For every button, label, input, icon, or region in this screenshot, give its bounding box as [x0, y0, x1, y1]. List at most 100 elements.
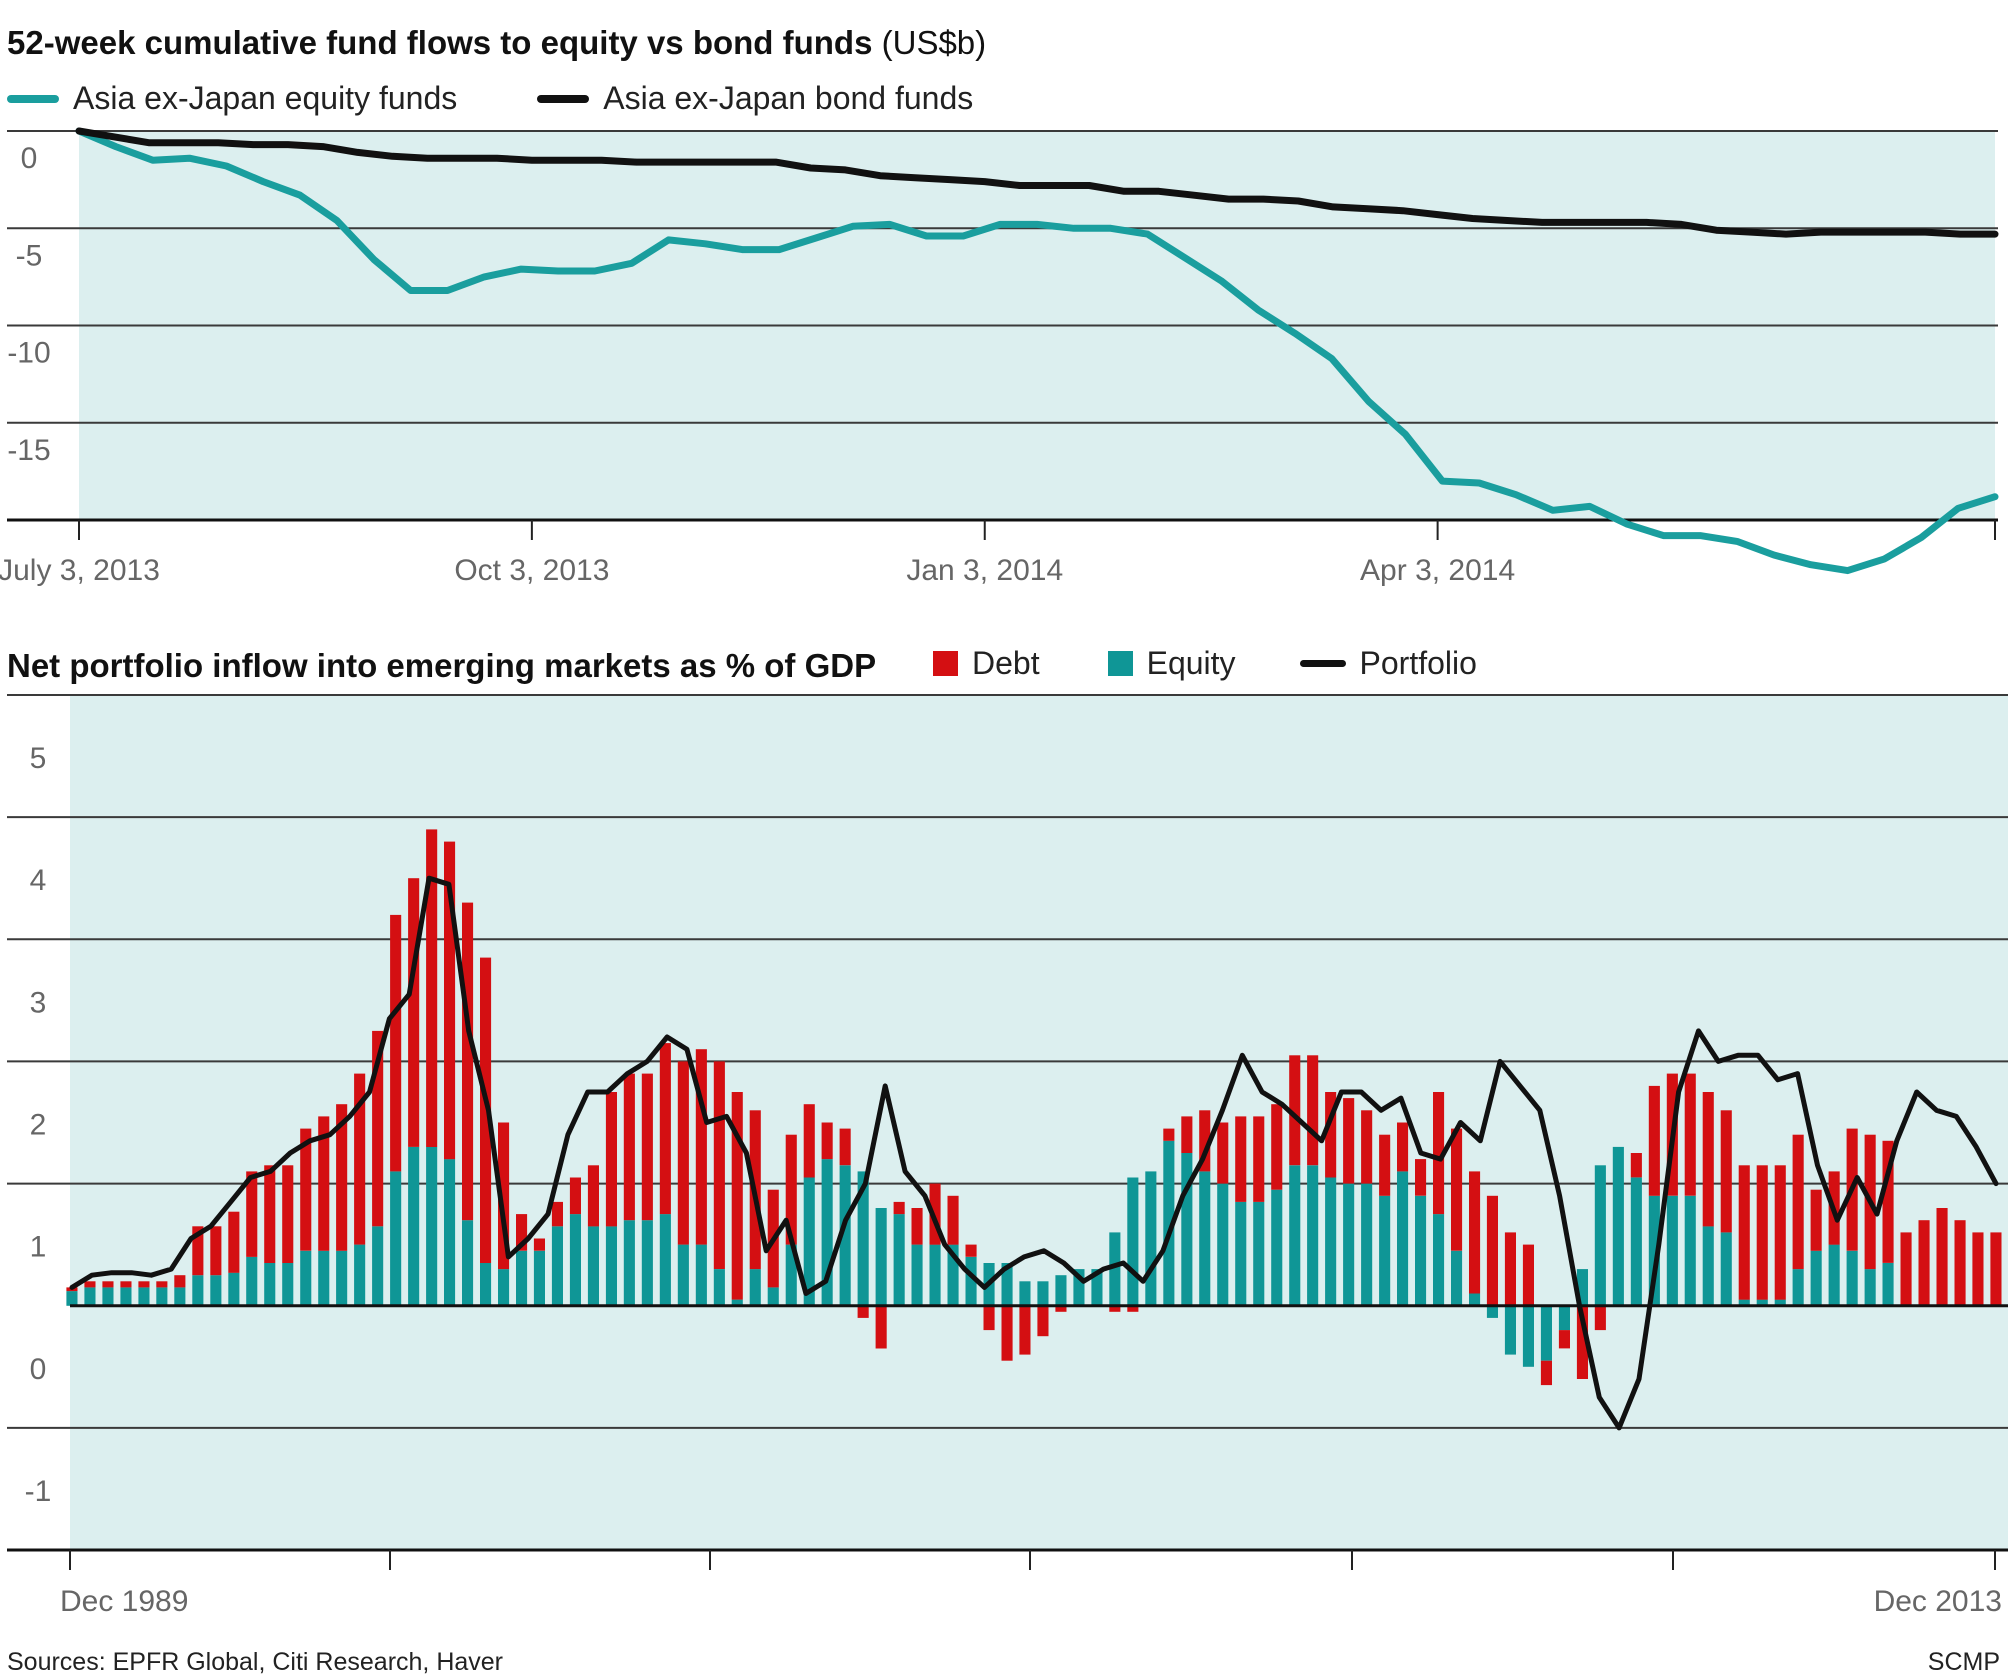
- debt-bar: [1504, 1232, 1516, 1306]
- equity-bar: [1073, 1269, 1085, 1306]
- debt-bar: [246, 1171, 258, 1257]
- debt-bar: [1325, 1092, 1337, 1178]
- debt-bar: [372, 1030, 384, 1227]
- equity-bar: [1882, 1263, 1894, 1306]
- debt-bar: [713, 1061, 725, 1269]
- equity-bar: [354, 1244, 366, 1306]
- chart1-xtick-label: Apr 3, 2014: [1360, 554, 1515, 587]
- equity-bar: [84, 1287, 96, 1306]
- debt-bar: [551, 1201, 563, 1227]
- equity-bar: [1648, 1195, 1660, 1306]
- debt-bar: [1163, 1128, 1175, 1141]
- equity-bar: [264, 1263, 276, 1306]
- legend-label-equity-funds: Asia ex-Japan equity funds: [73, 80, 458, 116]
- equity-bar: [1558, 1305, 1570, 1331]
- equity-bar: [174, 1287, 186, 1306]
- equity-bar: [1001, 1263, 1013, 1306]
- chart2-xtick-label-end: Dec 2013: [1874, 1585, 2002, 1618]
- debt-bar: [785, 1134, 797, 1245]
- equity-bar: [1612, 1146, 1624, 1306]
- equity-bar: [1864, 1269, 1876, 1306]
- equity-bar: [1576, 1269, 1588, 1306]
- equity-bar: [659, 1214, 671, 1306]
- equity-bar: [731, 1299, 743, 1306]
- equity-bar: [875, 1208, 887, 1306]
- debt-bar: [947, 1195, 959, 1245]
- sources-note: Sources: EPFR Global, Citi Research, Hav…: [7, 1648, 504, 1676]
- equity-bar: [1127, 1177, 1139, 1306]
- debt-bar: [498, 1122, 510, 1270]
- chart2-ytick-label: 3: [30, 986, 47, 1019]
- debt-bar: [1109, 1305, 1121, 1312]
- chart2-ytick-label: 0: [30, 1353, 47, 1386]
- debt-bar: [695, 1049, 707, 1245]
- debt-bar: [318, 1116, 330, 1251]
- equity-bar: [1415, 1195, 1427, 1306]
- equity-bar: [138, 1287, 150, 1306]
- equity-bar: [1037, 1281, 1049, 1306]
- debt-bar: [1217, 1122, 1229, 1184]
- equity-bar: [1109, 1232, 1121, 1306]
- debt-bar: [426, 829, 438, 1147]
- chart1-title: 52-week cumulative fund flows to equity …: [7, 24, 986, 62]
- chart1-xtick-label: July 3, 2013: [0, 554, 160, 587]
- equity-bar: [893, 1214, 905, 1306]
- equity-bar: [1055, 1275, 1067, 1306]
- debt-bar: [983, 1305, 995, 1331]
- debt-bar: [1397, 1122, 1409, 1172]
- equity-bar: [1846, 1250, 1858, 1306]
- debt-bar: [1361, 1110, 1373, 1184]
- chart1-ytick-label: -10: [7, 337, 50, 370]
- equity-bar: [1091, 1269, 1103, 1306]
- debt-bar: [444, 841, 456, 1160]
- debt-bar: [1181, 1116, 1193, 1153]
- debt-bar: [1199, 1110, 1211, 1172]
- debt-bar: [390, 914, 402, 1172]
- debt-bar: [336, 1104, 348, 1251]
- debt-bar: [1271, 1104, 1283, 1190]
- debt-bar: [1738, 1165, 1750, 1300]
- debt-bar: [1433, 1092, 1445, 1215]
- chart2-ytick-label: 2: [30, 1109, 47, 1142]
- debt-bar: [1558, 1330, 1570, 1349]
- debt-bar: [228, 1211, 240, 1273]
- debt-bar: [1684, 1073, 1696, 1196]
- chart2-legend: Debt Equity Portfolio: [933, 645, 1477, 682]
- debt-bar: [102, 1281, 114, 1288]
- equity-bar: [1289, 1165, 1301, 1306]
- legend-swatch-equity: [1107, 651, 1133, 676]
- legend-label-bond-funds: Asia ex-Japan bond funds: [603, 80, 974, 116]
- chart2-ytick-label: -1: [25, 1475, 52, 1508]
- debt-bar: [480, 957, 492, 1263]
- debt-bar: [1648, 1085, 1660, 1196]
- chart2-xtick-label-start: Dec 1989: [60, 1585, 188, 1618]
- debt-bar: [516, 1214, 528, 1251]
- debt-bar: [623, 1073, 635, 1221]
- debt-bar: [1127, 1305, 1139, 1312]
- chart1-ytick-label: -5: [16, 239, 43, 272]
- debt-bar: [929, 1183, 941, 1245]
- debt-bar: [1522, 1244, 1534, 1306]
- legend-item-equity-funds: Asia ex-Japan equity funds: [7, 80, 457, 117]
- chart2-ytick-label: 5: [30, 742, 47, 775]
- equity-bar: [1343, 1183, 1355, 1306]
- equity-bar: [1684, 1195, 1696, 1306]
- chart2-ytick-label: 4: [30, 864, 47, 897]
- debt-bar: [1451, 1128, 1463, 1251]
- equity-bar: [1756, 1299, 1768, 1306]
- debt-bar: [1702, 1092, 1714, 1227]
- equity-bar: [318, 1250, 330, 1306]
- debt-bar: [1756, 1165, 1768, 1300]
- equity-bar: [1810, 1250, 1822, 1306]
- chart2-ytick-label: 1: [30, 1231, 47, 1264]
- equity-bar: [1361, 1183, 1373, 1306]
- debt-bar: [731, 1092, 743, 1300]
- debt-bar: [1343, 1098, 1355, 1184]
- chart1-xtick-label: Oct 3, 2013: [454, 554, 609, 587]
- debt-bar: [156, 1281, 168, 1288]
- equity-bar: [1307, 1165, 1319, 1306]
- debt-bar: [1001, 1305, 1013, 1361]
- equity-bar: [1235, 1201, 1247, 1306]
- legend-swatch-portfolio: [1299, 660, 1346, 667]
